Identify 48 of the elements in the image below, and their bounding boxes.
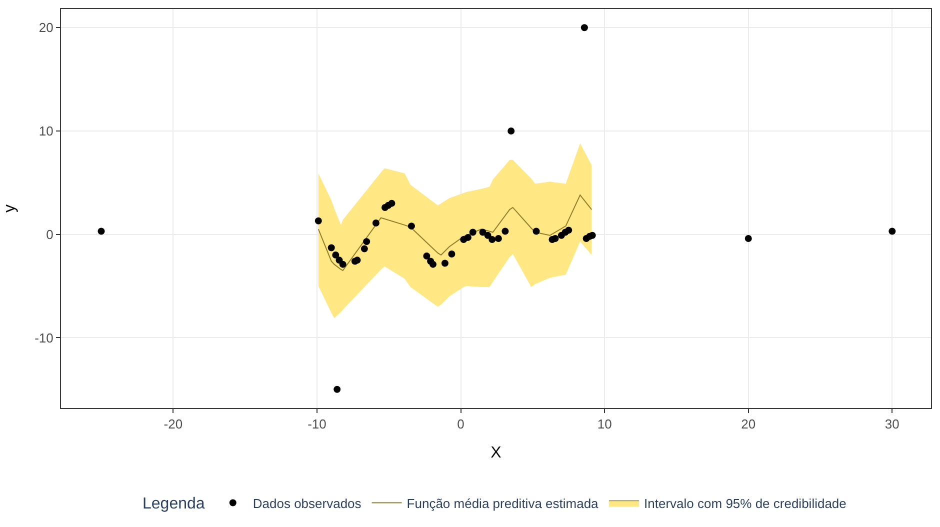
point xyxy=(332,252,340,259)
point xyxy=(339,260,346,268)
legend-title: Legenda xyxy=(142,496,205,513)
point xyxy=(441,260,448,267)
legend-label: Função média preditiva estimada xyxy=(406,496,600,511)
point xyxy=(363,238,370,246)
point xyxy=(580,24,588,32)
point xyxy=(334,386,341,393)
x-tick-label: 10 xyxy=(597,416,612,432)
x-tick-label: -20 xyxy=(164,416,183,432)
x-tick-label: 30 xyxy=(884,416,900,432)
x-tick-label: 20 xyxy=(741,416,756,432)
point xyxy=(888,228,896,235)
point xyxy=(494,234,502,242)
point xyxy=(502,228,509,235)
y-tick-label: 20 xyxy=(38,20,54,36)
x-tick-label: -10 xyxy=(308,416,326,432)
point xyxy=(488,236,496,244)
y-tick-label: -10 xyxy=(34,330,54,346)
point xyxy=(388,200,396,207)
point xyxy=(464,234,472,241)
point xyxy=(552,234,559,242)
line-series xyxy=(318,194,592,272)
point xyxy=(508,127,515,134)
point xyxy=(565,226,572,234)
point xyxy=(479,228,486,236)
point xyxy=(408,222,415,230)
legend-label: Dados observados xyxy=(252,496,362,511)
point xyxy=(588,232,596,239)
point xyxy=(448,250,456,258)
legend-label: Intervalo com 95% de credibilidade xyxy=(644,496,846,511)
point xyxy=(423,252,430,260)
point xyxy=(469,228,476,236)
point xyxy=(314,217,322,224)
x-axis-title: X xyxy=(490,444,502,462)
point xyxy=(430,260,437,268)
point xyxy=(354,256,361,264)
y-tick-label: 10 xyxy=(38,124,54,139)
point xyxy=(328,244,335,252)
y-axis-title: y xyxy=(2,204,19,212)
point xyxy=(98,228,105,235)
point xyxy=(360,245,368,252)
point xyxy=(484,232,492,239)
x-tick-label: 0 xyxy=(457,416,464,432)
point xyxy=(744,234,752,242)
y-tick-label: 0 xyxy=(46,226,54,242)
point xyxy=(372,219,380,226)
point xyxy=(532,228,540,235)
